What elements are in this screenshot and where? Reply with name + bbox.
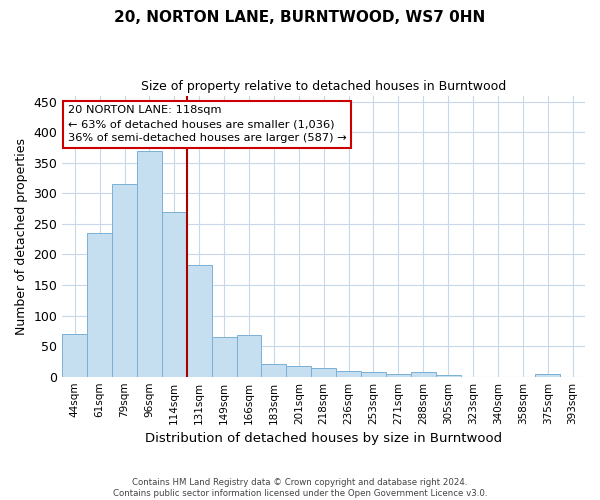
Text: 20 NORTON LANE: 118sqm
← 63% of detached houses are smaller (1,036)
36% of semi-: 20 NORTON LANE: 118sqm ← 63% of detached… bbox=[68, 106, 346, 144]
Bar bbox=[361, 372, 386, 376]
Bar bbox=[262, 364, 286, 376]
Title: Size of property relative to detached houses in Burntwood: Size of property relative to detached ho… bbox=[141, 80, 506, 93]
X-axis label: Distribution of detached houses by size in Burntwood: Distribution of detached houses by size … bbox=[145, 432, 502, 445]
Text: Contains HM Land Registry data © Crown copyright and database right 2024.
Contai: Contains HM Land Registry data © Crown c… bbox=[113, 478, 487, 498]
Y-axis label: Number of detached properties: Number of detached properties bbox=[15, 138, 28, 334]
Bar bbox=[386, 374, 411, 376]
Bar bbox=[187, 265, 212, 376]
Bar bbox=[236, 335, 262, 376]
Bar bbox=[535, 374, 560, 376]
Bar bbox=[336, 370, 361, 376]
Bar bbox=[112, 184, 137, 376]
Bar bbox=[212, 337, 236, 376]
Bar bbox=[137, 150, 162, 376]
Bar bbox=[62, 334, 87, 376]
Bar bbox=[162, 212, 187, 376]
Text: 20, NORTON LANE, BURNTWOOD, WS7 0HN: 20, NORTON LANE, BURNTWOOD, WS7 0HN bbox=[115, 10, 485, 25]
Bar bbox=[411, 372, 436, 376]
Bar bbox=[286, 366, 311, 376]
Bar bbox=[87, 233, 112, 376]
Bar bbox=[311, 368, 336, 376]
